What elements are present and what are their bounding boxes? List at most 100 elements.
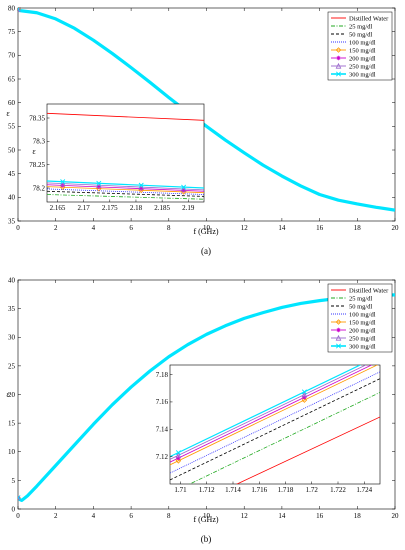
x-tick-label: 16 (316, 224, 324, 232)
inset-x-tick-label: 2.19 (182, 204, 195, 212)
x-tick-label: 20 (392, 512, 400, 520)
x-tick-label: 8 (167, 512, 171, 520)
inset-x-tick-label: 2.18 (130, 204, 143, 212)
inset-x-tick-label: 1.714 (225, 486, 241, 494)
inset-marker-6 (138, 183, 145, 190)
inset-x-tick-label: 1.724 (356, 486, 372, 494)
x-tick-label: 0 (16, 224, 20, 232)
legend-label-4: 150 mg/dl (349, 47, 376, 54)
x-tick-label: 10 (203, 224, 211, 232)
series-start-marker-6 (18, 8, 21, 12)
inset-x-tick-label: 2.17 (78, 204, 91, 212)
inset-marker-5 (96, 184, 102, 190)
y-tick-label: 40 (8, 194, 16, 202)
legend-box (327, 11, 393, 81)
legend-label-7: 300 mg/dl (349, 71, 376, 78)
legend-marker-6 (335, 62, 342, 69)
legend-marker-5 (336, 327, 341, 333)
legend-label-0: Distilled Water (349, 287, 389, 294)
chart-a-inset-ylabel: ε (32, 147, 36, 156)
x-tick-label: 12 (241, 512, 249, 520)
legend-label-5: 200 mg/dl (349, 55, 376, 62)
inset-x-tick-label: 1.71 (174, 486, 187, 494)
inset-series-line-1 (188, 391, 380, 484)
inset-series-line-2 (47, 190, 204, 197)
inset-series-line-6 (170, 365, 367, 460)
chart-b-inset: 7.127.147.167.18 1.71 1.712 1.714 1.716 1.71… (156, 364, 381, 494)
y-tick-label: 70 (8, 52, 16, 60)
inset-y-tick-label: 7.14 (156, 426, 169, 434)
chart-a-inset-y-ticks: 78.2 78.25 78.3 78.35 (29, 114, 50, 192)
legend-label-7: 300 mg/dl (349, 343, 376, 350)
inset-series-line-7 (47, 180, 204, 189)
inset-marker-5 (302, 395, 307, 400)
series-start-marker-4 (18, 8, 21, 13)
inset-series-line-1 (47, 194, 204, 200)
legend-label-3: 100 mg/dl (349, 39, 376, 46)
inset-series-line-0 (236, 416, 380, 484)
chart-b-inset-frame (169, 364, 381, 485)
y-tick-label: 50 (8, 146, 16, 154)
inset-x-tick-label: 1.716 (251, 486, 267, 494)
legend-box (327, 283, 393, 353)
legend-marker-7 (335, 343, 342, 349)
inset-y-tick-label: 7.18 (156, 371, 169, 379)
chart-b-inset-lines (170, 365, 380, 484)
x-tick-label: 16 (316, 512, 324, 520)
inset-x-tick-label: 1.722 (330, 486, 346, 494)
chartA-ylabel: ε (6, 109, 10, 118)
chart-b-xlabel: f (GHz) (193, 515, 218, 524)
chart-b-inset-x-ticks: 1.71 1.712 1.714 1.716 1.718 1.72 1.722 1.724 (174, 481, 373, 494)
inset-y-tick-label: 78.25 (29, 161, 45, 169)
x-tick-label: 8 (167, 224, 171, 232)
y-tick-label: 5 (12, 477, 16, 485)
inset-x-tick-label: 1.712 (199, 486, 215, 494)
inset-series-line-5 (47, 184, 204, 192)
chart-a-caption: (a) (201, 246, 211, 256)
legend-label-2: 50 mg/dl (349, 303, 372, 310)
inset-marker-6 (175, 452, 182, 458)
x-tick-label: 6 (129, 224, 133, 232)
inset-marker-5 (139, 186, 144, 191)
x-tick-label: 20 (392, 224, 400, 232)
series-start-marker-7 (18, 495, 21, 501)
series-start-marker-4 (18, 494, 21, 501)
legend-label-0: Distilled Water (349, 15, 389, 22)
y-tick-label: 10 (8, 448, 16, 456)
inset-y-tick-label: 78.35 (29, 114, 45, 122)
x-tick-label: 4 (92, 512, 96, 520)
series-line-7 (18, 8, 395, 212)
x-tick-label: 18 (354, 512, 362, 520)
inset-x-tick-label: 2.165 (50, 204, 66, 212)
chart-b-curves (18, 293, 395, 503)
inset-marker-5 (176, 455, 181, 461)
chart-a: 35 40 45 50 55 60 65 70 75 80 0 2 4 6 8 10 12 14 16 18 20 7… (6, 4, 399, 256)
legend-marker-4 (335, 47, 342, 53)
inset-series-line-0 (47, 112, 204, 121)
inset-marker-7 (175, 450, 181, 456)
inset-y-tick-label: 78.2 (33, 184, 46, 192)
x-tick-label: 18 (354, 224, 362, 232)
x-tick-label: 4 (92, 224, 96, 232)
inset-marker-5 (181, 188, 186, 193)
y-tick-label: 25 (8, 362, 16, 370)
legend-marker-5 (336, 55, 341, 61)
inset-series-line-5 (170, 365, 373, 463)
inset-marker-6 (95, 182, 102, 188)
chart-a-curves (18, 8, 395, 212)
x-tick-label: 14 (278, 224, 286, 232)
inset-y-tick-label: 7.16 (156, 398, 169, 406)
legend-label-3: 100 mg/dl (349, 311, 376, 318)
legend-label-1: 25 mg/dl (349, 295, 372, 302)
y-tick-label: 30 (8, 334, 16, 342)
inset-series-line-3 (47, 188, 204, 195)
legend-label-6: 250 mg/dl (349, 63, 376, 70)
chart-b: 0 5 10 15 20 25 30 35 40 0 2 4 6 8 10 12 14 16 18 20 ε 7.1… (6, 276, 399, 544)
x-tick-label: 12 (241, 224, 249, 232)
inset-marker-4 (175, 458, 182, 464)
inset-x-tick-label: 2.185 (154, 204, 170, 212)
y-tick-label: 0 (12, 505, 16, 513)
legend-label-5: 200 mg/dl (349, 327, 376, 334)
